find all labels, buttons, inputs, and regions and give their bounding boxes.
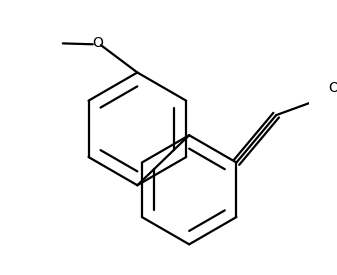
Text: O: O — [92, 36, 103, 50]
Text: O: O — [328, 81, 337, 95]
